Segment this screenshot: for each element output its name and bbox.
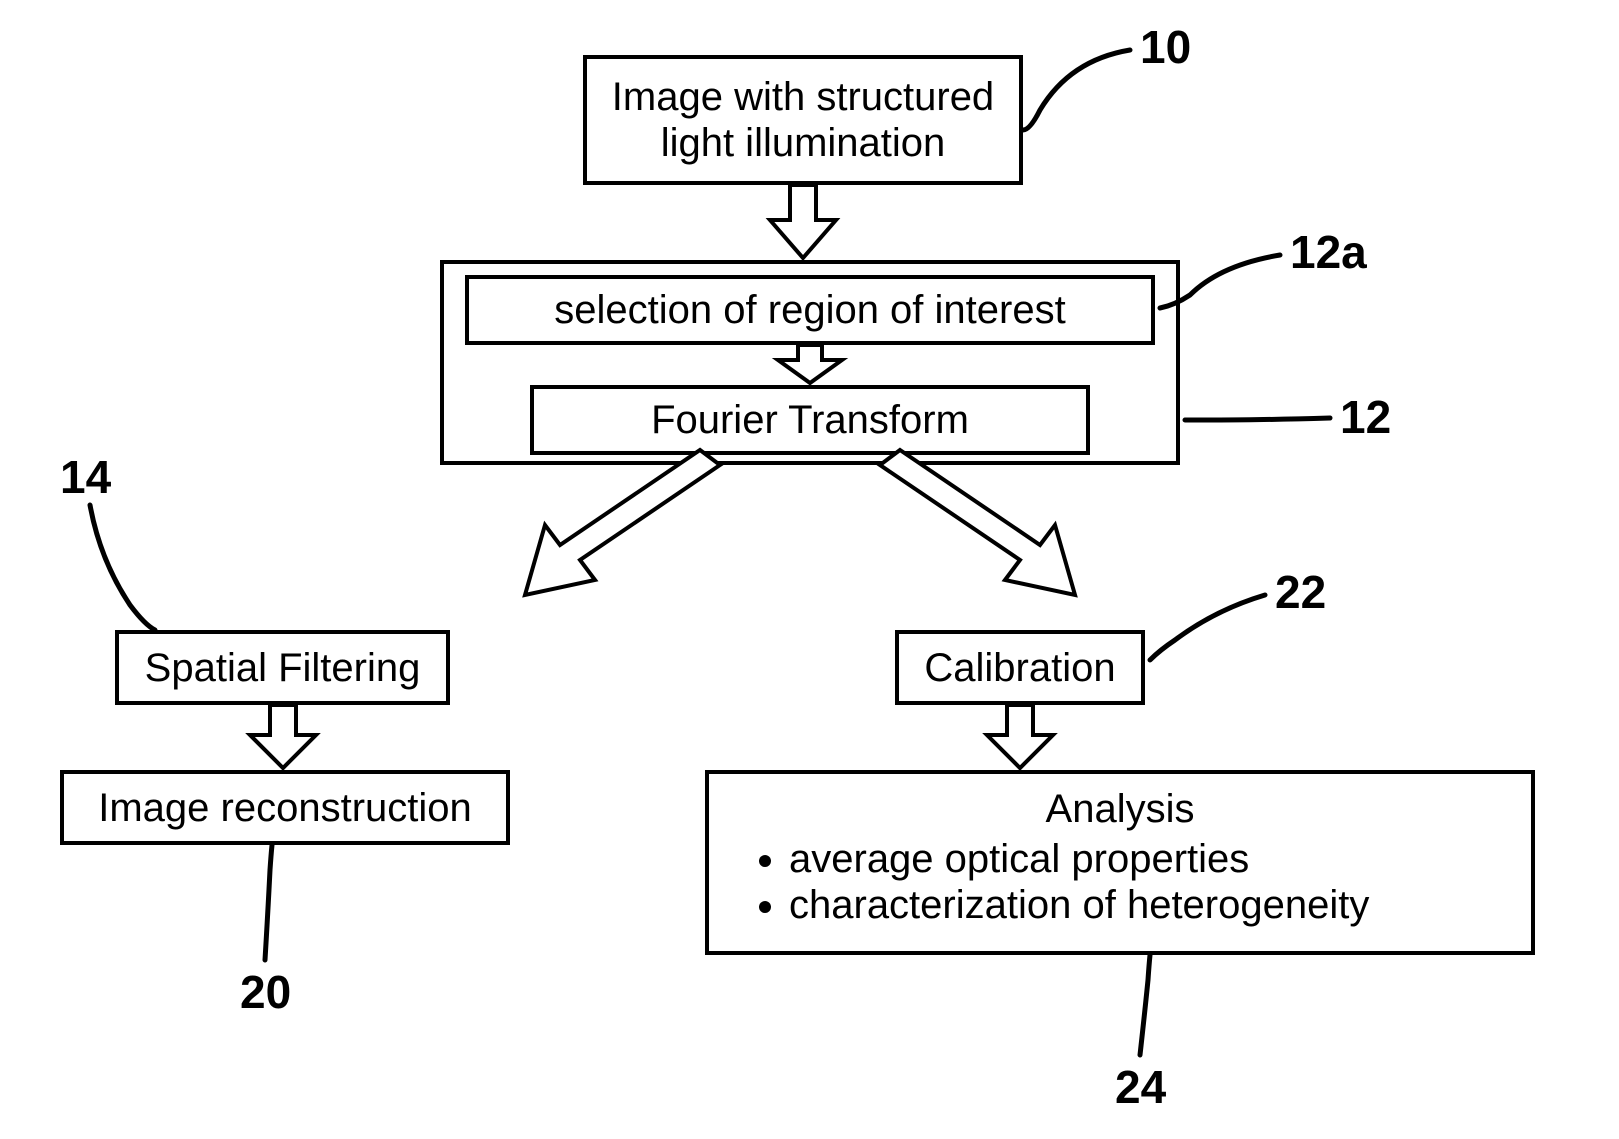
filtering-box: Spatial Filtering xyxy=(115,630,450,705)
leader-14 xyxy=(90,505,155,630)
filtering-text: Spatial Filtering xyxy=(145,645,421,691)
leader-10 xyxy=(1023,50,1130,130)
arrow-fork-right xyxy=(880,450,1075,595)
roi-text: selection of region of interest xyxy=(554,288,1065,333)
arrow-calib-to-analysis xyxy=(987,705,1053,768)
label-10-text: 10 xyxy=(1140,21,1191,73)
leader-12 xyxy=(1185,418,1330,420)
recon-text: Image reconstruction xyxy=(98,785,472,831)
label-14: 14 xyxy=(60,450,111,504)
analysis-bullets: average optical properties characterizat… xyxy=(729,836,1511,928)
analysis-bullet-0: average optical properties xyxy=(789,836,1511,882)
ft-box: Fourier Transform xyxy=(530,385,1090,455)
leader-20 xyxy=(265,845,272,960)
analysis-bullet-1: characterization of heterogeneity xyxy=(789,882,1511,928)
label-22-text: 22 xyxy=(1275,566,1326,618)
analysis-box: Analysis average optical properties char… xyxy=(705,770,1535,955)
label-20-text: 20 xyxy=(240,966,291,1018)
calibration-text: Calibration xyxy=(924,645,1115,691)
label-12-text: 12 xyxy=(1340,391,1391,443)
label-20: 20 xyxy=(240,965,291,1019)
ft-text: Fourier Transform xyxy=(651,398,969,443)
leader-22 xyxy=(1150,595,1265,660)
label-12a: 12a xyxy=(1290,225,1367,279)
calibration-box: Calibration xyxy=(895,630,1145,705)
label-24-text: 24 xyxy=(1115,1061,1166,1113)
roi-box: selection of region of interest xyxy=(465,275,1155,345)
arrow-fork-left xyxy=(525,450,720,595)
label-22: 22 xyxy=(1275,565,1326,619)
arrow-filtering-to-recon xyxy=(250,705,316,768)
label-14-text: 14 xyxy=(60,451,111,503)
label-12: 12 xyxy=(1340,390,1391,444)
recon-box: Image reconstruction xyxy=(60,770,510,845)
label-12a-text: 12a xyxy=(1290,226,1367,278)
input-box: Image with structuredlight illumination xyxy=(583,55,1023,185)
arrow-input-to-container xyxy=(770,185,836,258)
label-10: 10 xyxy=(1140,20,1191,74)
leader-24 xyxy=(1140,955,1150,1055)
input-text: Image with structuredlight illumination xyxy=(612,74,994,166)
analysis-title: Analysis xyxy=(729,786,1511,832)
label-24: 24 xyxy=(1115,1060,1166,1114)
